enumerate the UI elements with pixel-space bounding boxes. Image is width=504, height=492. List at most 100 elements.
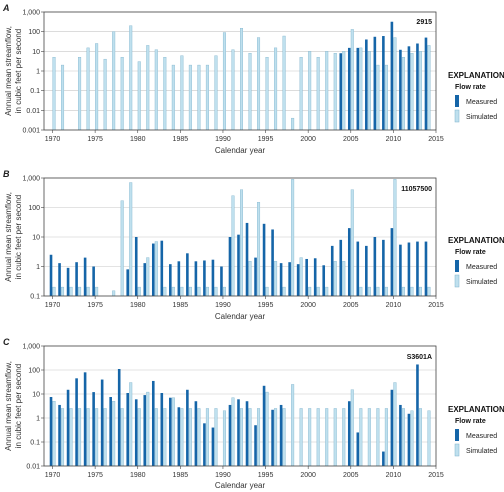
bar-measured <box>134 237 138 296</box>
y-tick-label: 1,000 <box>22 10 40 17</box>
bar-simulated <box>333 408 337 466</box>
bar-simulated <box>129 25 133 130</box>
bar-simulated <box>248 53 252 130</box>
bar-simulated <box>308 51 312 130</box>
bar-measured <box>356 241 360 296</box>
legend-b: EXPLANATION Flow rate Measured Simulated <box>448 236 504 288</box>
y-tick-label: 0.001 <box>22 128 40 135</box>
bar-measured <box>83 372 87 466</box>
bar-simulated <box>239 408 243 466</box>
bar-measured <box>407 46 411 130</box>
x-tick-label: 1990 <box>215 302 231 309</box>
bar-simulated <box>231 195 235 296</box>
bar-measured <box>160 393 164 466</box>
bar-measured <box>288 262 291 296</box>
bar-measured <box>49 396 53 466</box>
bar-simulated <box>214 408 218 466</box>
bar-simulated <box>129 182 133 296</box>
x-tick-label: 1980 <box>130 136 146 143</box>
bar-simulated <box>205 286 209 296</box>
bar-simulated <box>410 410 414 466</box>
x-tick-label: 1990 <box>215 136 231 143</box>
legend-label-measured-c: Measured <box>466 433 497 440</box>
bar-measured <box>245 401 249 466</box>
bar-simulated <box>239 189 243 296</box>
bar-simulated <box>163 408 167 466</box>
x-axis-label-c: Calendar year <box>215 481 266 490</box>
legend-swatch-simulated-a <box>454 109 460 123</box>
bar-simulated <box>188 64 192 130</box>
bar-simulated <box>188 408 192 466</box>
bar-simulated <box>376 286 380 296</box>
bar-simulated <box>86 47 90 130</box>
x-tick-label: 2000 <box>300 472 316 479</box>
bar-simulated <box>282 408 286 466</box>
bar-simulated <box>129 382 133 466</box>
bar-simulated <box>146 45 150 130</box>
bar-simulated <box>120 57 124 130</box>
y-tick-label: 10 <box>32 49 40 56</box>
bar-simulated <box>146 391 150 466</box>
bar-simulated <box>393 37 397 130</box>
bar-measured <box>347 401 351 466</box>
bar-simulated <box>120 408 124 466</box>
bar-measured <box>245 222 249 296</box>
bar-measured <box>416 43 419 130</box>
panel-letter-a: A <box>2 3 10 13</box>
legend-subtitle-a: Flow rate <box>455 84 486 91</box>
bar-simulated <box>342 261 346 296</box>
bar-simulated <box>291 384 295 466</box>
bar-measured <box>237 234 240 296</box>
bar-simulated <box>333 53 337 130</box>
y-axis-label-b-line2: in cubic feet per second <box>14 195 23 280</box>
bars-c <box>49 364 431 466</box>
bar-simulated <box>316 286 320 296</box>
bars-a <box>52 21 431 130</box>
legend-subtitle-c: Flow rate <box>455 418 486 425</box>
bar-simulated <box>282 286 286 296</box>
bar-measured <box>177 261 181 296</box>
bar-measured <box>339 53 343 130</box>
bar-measured <box>424 37 428 130</box>
bar-measured <box>109 396 112 466</box>
bar-measured <box>126 393 130 466</box>
bar-simulated <box>401 286 405 296</box>
x-tick-label: 1985 <box>173 472 189 479</box>
bar-measured <box>356 47 360 130</box>
bar-simulated <box>120 200 124 296</box>
bar-simulated <box>257 202 261 296</box>
bar-simulated <box>112 31 116 130</box>
x-tick-label: 1975 <box>87 302 103 309</box>
bar-measured <box>399 404 402 466</box>
bar-simulated <box>410 286 414 296</box>
bar-measured <box>151 243 155 296</box>
x-tick-labels-b: 1970 1975 1980 1985 1990 1995 2000 2005 2010 2015 <box>45 302 444 309</box>
bar-simulated <box>163 286 167 296</box>
bar-simulated <box>112 401 116 466</box>
bar-measured <box>416 364 419 466</box>
x-tick-label: 1975 <box>87 472 103 479</box>
bar-simulated <box>61 408 65 466</box>
bar-simulated <box>367 408 371 466</box>
bar-measured <box>58 263 61 296</box>
y-tick-label: 0.1 <box>30 440 40 447</box>
bar-measured <box>83 257 87 296</box>
plot-frame-c <box>43 345 437 467</box>
bar-measured <box>407 242 411 296</box>
bar-measured <box>92 266 95 296</box>
bar-simulated <box>350 189 354 296</box>
bar-simulated <box>350 29 354 130</box>
y-tick-labels-c: 0.01 0.1 1 10 100 1,000 <box>22 344 40 471</box>
bar-measured <box>347 228 351 296</box>
bar-simulated <box>248 408 252 466</box>
bar-measured <box>365 39 368 130</box>
legend-subtitle-b: Flow rate <box>455 249 486 256</box>
bar-measured <box>49 254 53 296</box>
bar-simulated <box>393 382 397 466</box>
bar-measured <box>424 241 428 296</box>
bar-simulated <box>86 286 90 296</box>
y-tick-label: 1 <box>36 416 40 423</box>
bar-simulated <box>205 64 209 130</box>
bar-simulated <box>154 241 158 296</box>
bar-measured <box>399 49 402 130</box>
